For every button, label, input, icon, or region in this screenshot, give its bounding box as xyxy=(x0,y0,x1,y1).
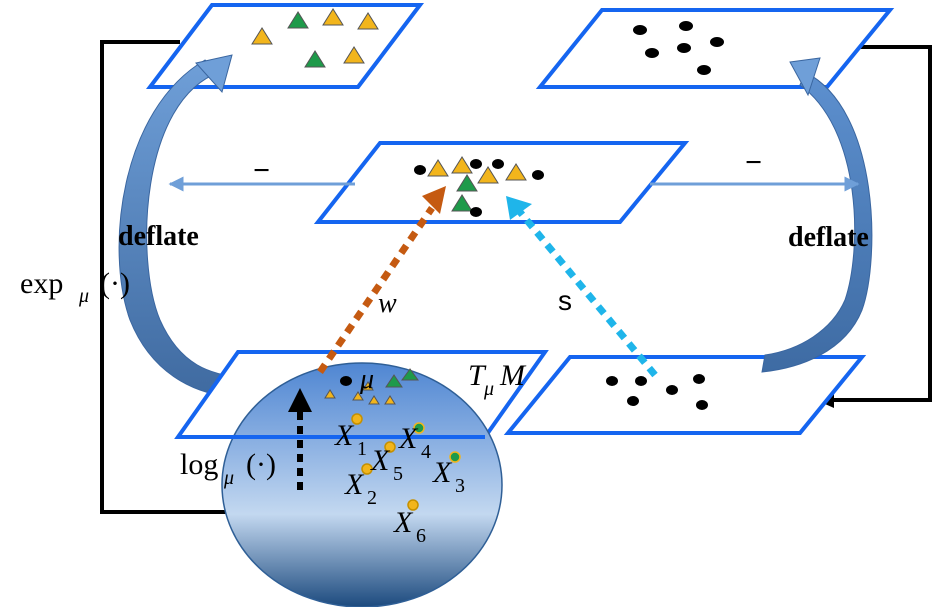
sphere-points xyxy=(351,413,461,511)
right-deflate-curve xyxy=(761,71,873,373)
x4-label: X 4 xyxy=(398,422,431,463)
deflate-left-label: deflate xyxy=(118,221,199,252)
triangle-green xyxy=(401,368,419,381)
triangle-yellow xyxy=(362,381,374,391)
point-dot xyxy=(492,159,504,169)
point-dot xyxy=(693,374,705,384)
point-dot xyxy=(697,65,711,75)
point-dot xyxy=(470,159,482,169)
triangle-yellow xyxy=(368,395,380,405)
svg-text:(·): (·) xyxy=(246,448,276,481)
point-dot xyxy=(679,21,693,31)
svg-text:6: 6 xyxy=(416,525,426,547)
point-dot xyxy=(645,48,659,58)
svg-text:3: 3 xyxy=(455,475,465,497)
point-dot xyxy=(627,396,639,406)
triangle-yellow xyxy=(505,163,527,181)
manifold-sphere xyxy=(221,362,503,607)
triangle-yellow xyxy=(384,395,396,405)
svg-text:μ: μ xyxy=(223,467,234,489)
svg-text:T: T xyxy=(468,359,487,392)
svg-text:1: 1 xyxy=(357,438,367,460)
point-dot xyxy=(666,385,678,395)
svg-text:X: X xyxy=(432,456,453,489)
triangle-yellow xyxy=(451,156,473,174)
log-map-arrow xyxy=(288,388,312,490)
top-right-dots xyxy=(633,21,724,75)
x1-label: X 1 xyxy=(334,419,367,460)
svg-text:5: 5 xyxy=(393,463,403,485)
middle-plane xyxy=(313,141,690,224)
point-dot xyxy=(710,37,724,47)
minus-left-label: − xyxy=(253,154,270,187)
point-x1 xyxy=(351,413,363,425)
mu-dot xyxy=(340,376,352,386)
x3-label: X 3 xyxy=(432,456,465,497)
right-curve-arrowhead xyxy=(789,57,821,97)
svg-text:exp: exp xyxy=(20,267,63,300)
tangent-points xyxy=(324,368,419,405)
triangle-green xyxy=(451,194,473,212)
triangle-yellow xyxy=(352,391,364,401)
point-x3 xyxy=(449,451,461,463)
svg-text:M: M xyxy=(499,359,527,392)
svg-text:log: log xyxy=(180,448,218,481)
svg-text:X: X xyxy=(370,444,391,477)
point-dot xyxy=(606,376,618,386)
tangent-space-label: T μ M xyxy=(468,359,527,400)
w-arrow xyxy=(317,186,446,374)
minus-right-label: − xyxy=(745,146,762,179)
x5-label: X 5 xyxy=(370,444,403,485)
top-left-triangles xyxy=(251,8,379,68)
triangle-green xyxy=(385,374,403,388)
svg-text:(·): (·) xyxy=(100,267,130,300)
bottom-right-plane xyxy=(503,355,867,435)
svg-text:μ: μ xyxy=(78,285,89,307)
point-dot xyxy=(633,25,647,35)
svg-text:X: X xyxy=(393,506,414,539)
x2-label: X 2 xyxy=(344,468,377,509)
triangle-yellow xyxy=(477,166,499,184)
triangle-yellow xyxy=(343,46,365,64)
triangle-green xyxy=(304,50,326,68)
triangle-yellow xyxy=(322,8,344,26)
deflate-right-label: deflate xyxy=(788,222,869,253)
mu-label: μ xyxy=(359,364,374,395)
w-label: w xyxy=(378,288,397,319)
triangle-yellow xyxy=(324,389,336,399)
triangle-green xyxy=(456,174,478,192)
s-label: s xyxy=(558,285,572,316)
x6-label: X 6 xyxy=(393,506,426,547)
svg-text:X: X xyxy=(398,422,419,455)
exp-map-label: exp μ (·) xyxy=(20,267,130,307)
triangle-yellow xyxy=(357,12,379,30)
point-x4 xyxy=(413,422,425,434)
point-dot xyxy=(635,376,647,386)
bottom-right-dots xyxy=(606,374,708,410)
triangle-yellow xyxy=(427,159,449,177)
triangle-green xyxy=(287,11,309,29)
left-curve-arrowhead xyxy=(195,54,233,94)
point-dot xyxy=(532,170,544,180)
point-x2 xyxy=(361,463,373,475)
svg-text:X: X xyxy=(334,419,355,452)
svg-text:X: X xyxy=(344,468,365,501)
middle-points xyxy=(414,156,544,217)
point-x6 xyxy=(407,499,419,511)
triangle-yellow xyxy=(251,27,273,45)
log-map-label: log μ (·) xyxy=(180,448,276,489)
svg-text:2: 2 xyxy=(367,487,377,509)
s-arrow xyxy=(506,196,658,378)
point-dot xyxy=(470,207,482,217)
point-dot xyxy=(414,165,426,175)
svg-text:μ: μ xyxy=(483,378,494,400)
svg-text:4: 4 xyxy=(421,441,431,463)
point-x5 xyxy=(384,441,396,453)
point-dot xyxy=(677,43,691,53)
top-right-plane xyxy=(535,8,895,89)
point-dot xyxy=(696,400,708,410)
